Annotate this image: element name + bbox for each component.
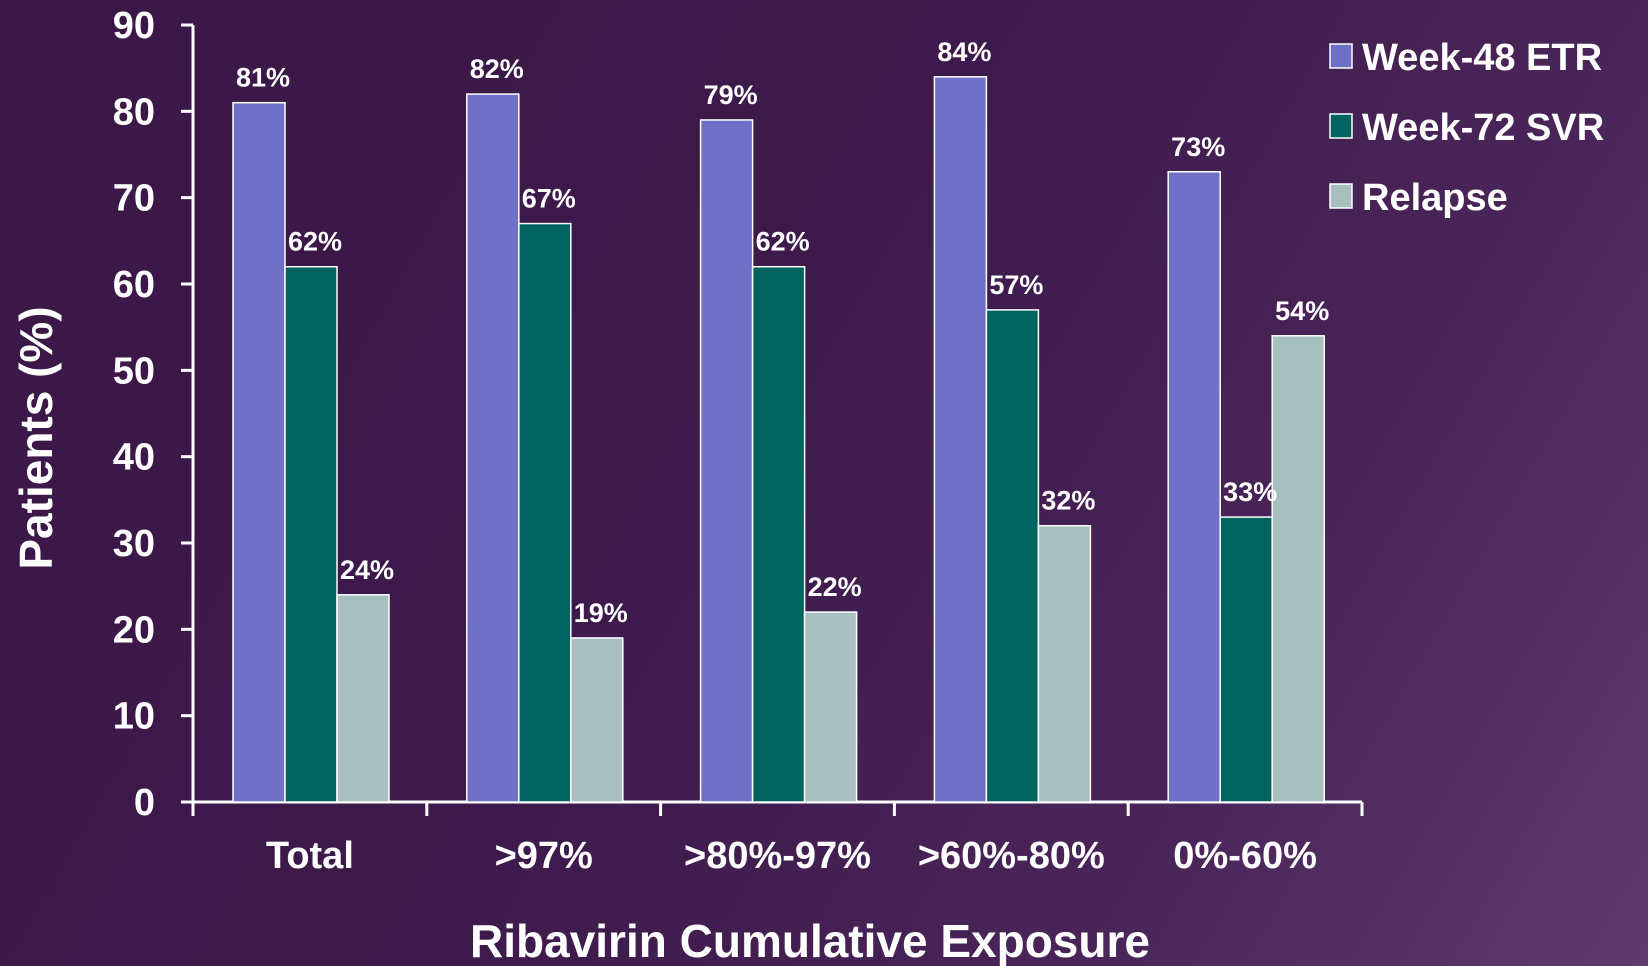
data-label: 84% <box>937 37 991 67</box>
y-tick-label: 30 <box>113 523 155 565</box>
legend-swatch <box>1329 183 1353 209</box>
bar <box>933 76 988 803</box>
bars <box>232 76 1325 803</box>
x-category-label: Total <box>266 835 354 877</box>
y-tick-label: 70 <box>113 178 155 220</box>
x-category-label: >97% <box>495 835 593 877</box>
y-tick-label: 90 <box>113 5 155 47</box>
bar <box>751 265 806 803</box>
bar <box>699 119 754 803</box>
data-label: 67% <box>522 184 576 214</box>
y-tick-label: 50 <box>113 350 155 392</box>
x-axis: Total >97% >80%-97% >60%-80% 0%-60% <box>191 800 1364 877</box>
data-label: 62% <box>288 227 342 257</box>
data-label: 62% <box>756 227 810 257</box>
bar <box>518 222 572 803</box>
bar <box>1037 524 1092 803</box>
data-label: 22% <box>808 572 862 602</box>
y-tick-label: 40 <box>113 437 155 479</box>
legend-swatch <box>1329 43 1353 69</box>
legend: Week-48 ETR Week-72 SVR Relapse <box>1329 37 1604 219</box>
y-tick-label: 20 <box>113 609 155 651</box>
bar <box>336 594 390 803</box>
data-label: 33% <box>1223 477 1277 507</box>
data-label: 57% <box>989 270 1043 300</box>
y-axis: 0 10 20 30 40 50 60 70 80 90 <box>113 5 195 824</box>
data-label: 82% <box>470 54 524 84</box>
bar <box>466 93 520 803</box>
bar <box>232 101 286 803</box>
y-tick-label: 0 <box>134 782 155 824</box>
y-tick-label: 80 <box>113 91 155 133</box>
y-tick-label: 10 <box>113 696 155 738</box>
data-label: 73% <box>1171 132 1225 162</box>
bar <box>284 265 338 803</box>
x-category-label: >80%-97% <box>684 835 871 877</box>
bar <box>570 637 624 803</box>
bar <box>1219 516 1273 803</box>
data-label: 19% <box>574 598 628 628</box>
data-label: 32% <box>1041 486 1095 516</box>
x-category-label: >60%-80% <box>918 835 1105 877</box>
y-axis-title: Patients (%) <box>10 306 62 569</box>
data-label: 54% <box>1275 296 1329 326</box>
bar <box>1167 171 1221 803</box>
legend-label: Week-48 ETR <box>1362 37 1602 79</box>
x-axis-title: Ribavirin Cumulative Exposure <box>470 915 1150 966</box>
bar <box>1271 335 1325 803</box>
data-label: 81% <box>236 63 290 93</box>
value-labels: 81% 82% 79% 84% 73% 62% 67% 62% 57% 33% 24% 19% 22% 3… <box>236 37 1329 628</box>
bar <box>985 309 1040 803</box>
data-label: 24% <box>340 555 394 585</box>
x-category-label: 0%-60% <box>1173 835 1317 877</box>
legend-label: Relapse <box>1362 177 1508 219</box>
y-tick-label: 60 <box>113 264 155 306</box>
legend-label: Week-72 SVR <box>1362 107 1604 149</box>
bar <box>803 611 858 803</box>
legend-swatch <box>1329 113 1353 139</box>
data-label: 79% <box>704 80 758 110</box>
